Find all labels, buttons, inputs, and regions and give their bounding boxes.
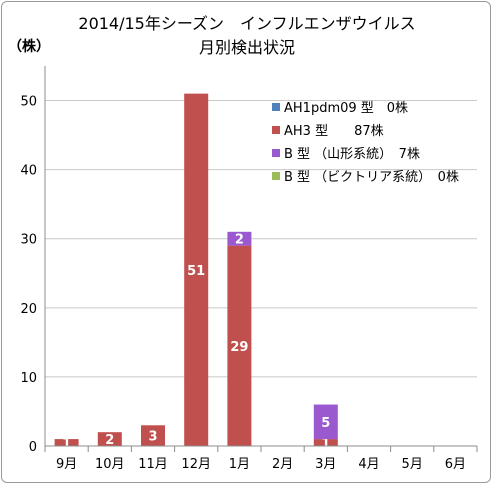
x-tick-label: 9月 <box>56 457 77 472</box>
bar-segment <box>227 245 252 446</box>
bar-segment <box>313 439 338 446</box>
bar-segment <box>184 93 209 447</box>
bar-segment <box>54 439 79 446</box>
legend-entry: AH3 型 87株 <box>284 124 384 139</box>
bar-data-label: 5 <box>321 416 330 431</box>
bar-segment <box>141 425 165 446</box>
x-tick-label: 2月 <box>272 457 293 472</box>
bar-data-label: 3 <box>148 430 157 445</box>
y-tick-label: 30 <box>20 233 37 248</box>
x-tick-label: 6月 <box>445 457 466 472</box>
y-tick-label: 50 <box>20 95 37 110</box>
x-tick-label: 11月 <box>138 457 168 472</box>
bar-segment <box>313 404 338 440</box>
y-tick-label: 20 <box>20 302 37 317</box>
chart-title: 2014/15年シーズン インフルエンザウイルス <box>78 14 416 33</box>
chart-subtitle: 月別検出状況 <box>198 38 295 57</box>
y-tick-label: 40 <box>20 164 37 179</box>
legend-entry: AH1pdm09 型 0株 <box>284 101 408 116</box>
y-axis-unit-label: （株） <box>8 39 50 55</box>
x-tick-label: 3月 <box>315 457 336 472</box>
legend-entry: B 型 （山形系統） 7株 <box>284 147 420 162</box>
bar-data-label: 1 <box>321 437 330 452</box>
x-tick-label: 5月 <box>402 457 423 472</box>
x-tick-label: 4月 <box>358 457 379 472</box>
legend-swatch <box>272 103 280 111</box>
legend-swatch <box>272 149 280 157</box>
y-tick-label: 0 <box>29 440 37 455</box>
bar-data-label: 2 <box>105 433 114 448</box>
x-tick-label: 10月 <box>95 457 125 472</box>
bar-segment <box>227 231 252 246</box>
legend-swatch <box>272 126 280 134</box>
x-tick-label: 12月 <box>181 457 211 472</box>
bar-data-label: 51 <box>187 264 205 279</box>
bar-data-label: 29 <box>230 340 248 355</box>
y-tick-label: 10 <box>20 371 37 386</box>
bar-data-label: 2 <box>235 233 244 248</box>
x-tick-label: 1月 <box>229 457 250 472</box>
legend-swatch <box>272 172 280 180</box>
legend-entry: B 型 （ビクトリア系統） 0株 <box>284 170 459 185</box>
bar-data-label: 1 <box>62 437 71 452</box>
bar-segment <box>97 432 122 446</box>
